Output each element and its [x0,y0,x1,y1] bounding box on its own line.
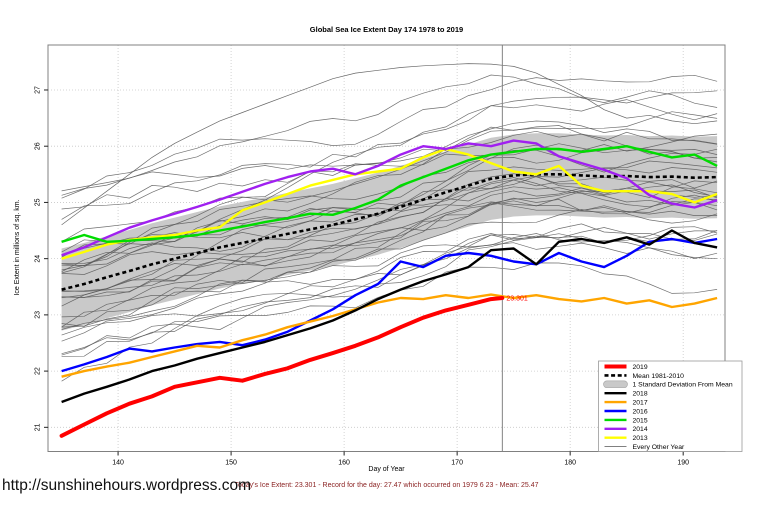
background-year-line [61,133,718,271]
background-year-line [61,120,718,210]
y-tick-label: 22 [34,367,41,375]
legend-label: 2014 [633,426,648,433]
y-tick-label: 21 [35,423,42,431]
series-line-2016 [61,237,718,373]
legend-label: Every Other Year [633,444,685,451]
background-year-line [61,194,718,330]
legend-label: 2019 [633,364,648,371]
y-tick-label: 26 [35,142,42,150]
background-year-line [61,187,718,299]
series-line-2013 [61,147,718,260]
background-year-line [61,223,718,357]
legend-label: 2016 [633,408,648,415]
legend-box [598,360,743,452]
background-year-line [61,160,718,273]
site-url-text: http://sunshinehours.wordpress.com [2,477,251,494]
chart-title: Global Sea Ice Extent Day 174 1978 to 20… [309,25,464,34]
legend-swatch-band [603,380,628,389]
y-tick-label: 23 [34,311,41,319]
x-tick-label: 140 [112,460,124,467]
record-year-line [61,63,718,226]
background-year-line [61,143,718,256]
background-year-line [61,74,718,192]
legend-label: 1 Standard Deviation From Mean [633,382,733,389]
legend-label: 2013 [633,435,648,442]
series-line-2014 [61,139,718,257]
x-axis-label: Day of Year [368,466,405,473]
background-year-line [61,186,718,275]
x-tick-label: 150 [225,460,237,467]
series-line-2017 [61,293,718,378]
legend-label: 2018 [633,391,648,398]
current-value-annotation: 23.301 [506,295,528,302]
y-tick-label: 27 [34,86,41,94]
background-year-line [61,90,718,274]
series-line-2015 [61,145,718,243]
background-year-line [61,233,718,342]
y-axis-label: Ice Extent in millions of sq. km. [14,199,21,296]
y-tick-label: 24 [34,255,41,263]
background-year-line [61,242,718,356]
series-line-2018 [61,229,718,404]
background-year-line [61,111,718,243]
legend-label: 2017 [633,400,648,407]
background-year-line [61,209,718,318]
background-year-line [61,74,718,199]
series-line-2019 [59,296,505,438]
y-tick-label: 25 [35,198,42,206]
background-year-line [61,201,718,298]
caption-text: Today's Ice Extent: 23.301 - Record for … [234,482,539,489]
x-tick-label: 180 [564,460,576,467]
background-year-line [61,184,718,328]
x-tick-label: 170 [451,460,463,467]
mean-line [61,173,718,291]
background-year-line [61,99,718,220]
legend-label: 2015 [633,417,648,424]
x-tick-label: 160 [338,460,350,467]
background-year-line [61,197,718,307]
x-tick-label: 190 [677,460,689,467]
legend-label: Mean 1981-2010 [633,373,685,380]
plot-border [47,44,726,452]
